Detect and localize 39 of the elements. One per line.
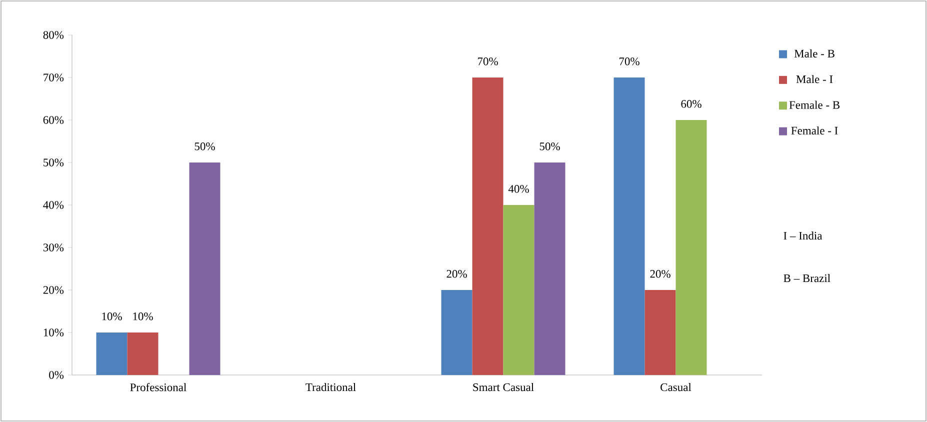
data-label: 20% (446, 270, 467, 278)
data-label: 50% (194, 142, 215, 150)
x-tick-label: Casual (660, 383, 692, 392)
bar (441, 290, 472, 375)
bar (676, 120, 707, 375)
y-tick-label: 40% (43, 201, 64, 209)
data-label: 50% (540, 142, 560, 150)
y-tick-label: 0% (49, 371, 64, 379)
x-tick-label: Smart Casual (473, 383, 534, 392)
data-label: 20% (650, 270, 670, 278)
bar (96, 332, 128, 375)
bar (127, 332, 158, 375)
x-tick-label: Traditional (306, 383, 356, 392)
bar (189, 162, 220, 375)
y-tick-label: 30% (43, 244, 64, 252)
bar (534, 162, 566, 375)
y-tick-label: 70% (44, 74, 64, 82)
data-label: 70% (619, 58, 640, 66)
legend-label: Female - I (791, 126, 838, 135)
y-tick-label: 20% (43, 286, 64, 294)
data-label: 10% (102, 312, 122, 320)
data-label: 10% (133, 312, 153, 320)
x-tick-label: Professional (130, 383, 186, 392)
data-label: 40% (508, 185, 529, 193)
text: B – Brazil (784, 274, 830, 282)
bar (644, 290, 676, 375)
y-tick-label: 50% (44, 158, 64, 166)
text: I – India (784, 232, 822, 240)
bar (472, 77, 504, 375)
y-tick-label: 10% (44, 328, 64, 336)
data-label: 70% (478, 58, 498, 66)
bar (614, 77, 645, 375)
data-label: 60% (681, 100, 702, 108)
y-tick-label: 80% (43, 31, 64, 39)
legend-label: Male - I (796, 75, 833, 84)
y-tick-label: 60% (43, 116, 64, 124)
legend-label: Male - B (794, 49, 834, 58)
bar (503, 205, 534, 375)
legend-label: Female - B (789, 100, 840, 109)
